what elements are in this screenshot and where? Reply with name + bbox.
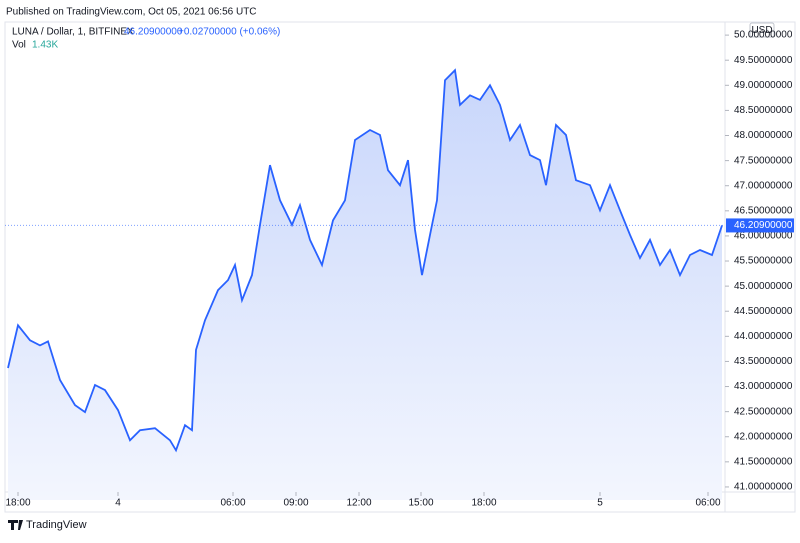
x-tick-label: 06:00 — [695, 498, 720, 509]
header: Published on TradingView.com, Oct 05, 20… — [6, 7, 257, 18]
y-tick-label: 41.00000000 — [734, 482, 793, 493]
legend-change: +0.02700000 (+0.06%) — [178, 27, 280, 38]
legend-price: 46.20900000 — [124, 27, 183, 38]
frame — [4, 21, 796, 513]
legend-vol: Vol — [12, 40, 26, 51]
x-tick-label: 06:00 — [220, 498, 245, 509]
y-tick-label: 48.50000000 — [734, 105, 793, 116]
y-tick-label: 49.00000000 — [734, 80, 793, 91]
y-tick-label: 47.50000000 — [734, 155, 793, 166]
y-tick-label: 46.00000000 — [734, 231, 793, 242]
currency-box — [749, 22, 775, 38]
x-tick-label: 12:00 — [346, 498, 371, 509]
y-tick-label: 44.50000000 — [734, 306, 793, 317]
currency: USD — [751, 25, 772, 36]
x-tick-label: 18:00 — [471, 498, 496, 509]
last-price-box — [726, 218, 794, 233]
y-tick-label: 45.50000000 — [734, 256, 793, 267]
y-tick-label: 49.50000000 — [734, 55, 793, 66]
area — [8, 70, 722, 500]
y-tick-label: 44.00000000 — [734, 331, 793, 342]
y-tick-label: 50.00000000 — [734, 30, 793, 41]
x-tick-label: 09:00 — [283, 498, 308, 509]
legend-symbol: LUNA / Dollar, 1, BITFINEX — [12, 27, 134, 38]
y-tick-label: 46.50000000 — [734, 205, 793, 216]
y-tick-label: 41.50000000 — [734, 456, 793, 467]
x-tick-label: 5 — [597, 498, 603, 509]
y-tick-label: 42.50000000 — [734, 406, 793, 417]
legend-vol-value: 1.43K — [32, 40, 58, 51]
x-tick-label: 18:00 — [5, 498, 30, 509]
y-tick-label: 48.00000000 — [734, 130, 793, 141]
y-tick-label: 43.00000000 — [734, 381, 793, 392]
footer: TradingView — [26, 519, 87, 531]
y-tick-label: 43.50000000 — [734, 356, 793, 367]
price-line — [7, 68, 723, 453]
last-price-label: 46.20900000 — [734, 220, 793, 231]
y-tick-label: 47.00000000 — [734, 180, 793, 191]
logo — [8, 520, 23, 530]
y-tick-label: 42.00000000 — [734, 431, 793, 442]
x-tick-label: 4 — [115, 498, 121, 509]
x-tick-label: 15:00 — [408, 498, 433, 509]
y-tick-label: 45.00000000 — [734, 281, 793, 292]
